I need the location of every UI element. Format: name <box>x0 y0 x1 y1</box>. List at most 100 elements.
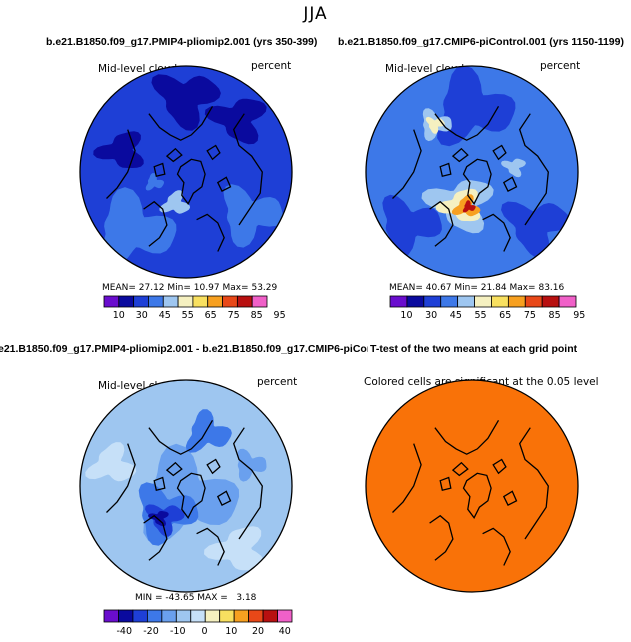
bottom-left-colorbar-tick-label: 0 <box>201 626 208 637</box>
bottom-left-colorbar-swatch-0 <box>103 609 119 623</box>
top-left-colorbar-tick-label: 55 <box>181 310 194 321</box>
top-left-units-label: percent <box>251 60 292 72</box>
bottom-right-field <box>366 380 578 592</box>
top-right-colorbar-swatch-0 <box>389 295 408 308</box>
top-left-colorbar-swatch-10 <box>251 295 268 308</box>
coastline-3 <box>196 213 225 252</box>
coastline-1 <box>148 419 214 455</box>
bottom-left-colorbar-tick-label: 10 <box>225 626 238 637</box>
top-right-cell-2 <box>501 201 571 258</box>
bottom-right-case-title: T-test of the two means at each grid poi… <box>368 343 578 355</box>
bottom-left-colorbar-swatch-4 <box>161 609 177 623</box>
stats-mean-label: MEAN= <box>389 283 423 293</box>
coastline-3 <box>482 213 511 252</box>
coastline-5 <box>106 129 136 199</box>
top-left-colorbar-swatch-6 <box>192 295 209 308</box>
bottom-left-colorbar-swatch-7 <box>204 609 221 623</box>
coastline-3 <box>482 527 511 566</box>
coastline-4 <box>518 427 549 540</box>
coastline-3 <box>196 527 225 566</box>
bottom-left-colorbar-tick-label: 40 <box>278 626 291 637</box>
top-right-colorbar-swatch-9 <box>541 295 560 308</box>
top-left-map <box>79 65 293 279</box>
top-left-colorbar-swatch-9 <box>236 295 253 308</box>
top-right-colorbar-tick-label: 30 <box>425 310 438 321</box>
top-left-colorbar-swatch-4 <box>162 295 179 308</box>
coastline-2 <box>143 514 168 561</box>
bottom-left-colorbar <box>103 609 293 623</box>
bottom-left-cell-4 <box>204 526 265 571</box>
bottom-left-colorbar-swatch-12 <box>277 609 293 623</box>
stats-min-value: 21.84 <box>480 283 507 293</box>
coastline-6 <box>492 144 507 161</box>
bottom-left-cell-5 <box>85 442 137 482</box>
top-left-colorbar-swatch-8 <box>222 295 238 308</box>
bottom-left-colorbar-swatch-2 <box>132 609 148 623</box>
coastline-4 <box>518 113 549 226</box>
top-left-colorbar <box>103 295 268 308</box>
top-right-colorbar-tick-label: 75 <box>523 310 536 321</box>
top-right-cell-1 <box>382 194 442 259</box>
top-left-colorbar-tick-label: 75 <box>227 310 240 321</box>
top-right-colorbar-swatch-6 <box>491 295 509 308</box>
top-left-case-title: b.e21.B1850.f09_g17.PMIP4-pliomip2.001 (… <box>46 36 318 48</box>
top-left-stats: MEAN= 27.12 Min= 10.97 Max= 53.29 <box>102 283 277 293</box>
top-right-colorbar-tick-label: 85 <box>548 310 561 321</box>
coastline-2 <box>143 200 168 247</box>
coastline-7 <box>165 461 183 477</box>
top-right-colorbar-swatch-1 <box>406 295 425 308</box>
coastline-8 <box>216 490 232 506</box>
coastline-8 <box>502 490 518 506</box>
bottom-right-map <box>365 379 579 593</box>
top-left-colorbar-swatch-2 <box>133 295 149 308</box>
stats-min-value: 10.97 <box>193 283 220 293</box>
bottom-left-map <box>79 379 293 593</box>
top-right-colorbar-tick-label: 95 <box>573 310 586 321</box>
bottom-left-cell-7 <box>237 448 267 482</box>
top-left-colorbar-swatch-5 <box>177 295 194 308</box>
coastline-4 <box>232 427 263 540</box>
top-left-colorbar-swatch-3 <box>148 295 164 308</box>
top-right-colorbar <box>389 295 577 308</box>
top-left-field <box>80 66 292 278</box>
bottom-left-colorbar-tick-label: -20 <box>143 626 159 637</box>
top-left-cell-3 <box>204 98 267 145</box>
top-right-colorbar-swatch-7 <box>507 295 526 308</box>
bottom-left-colorbar-swatch-10 <box>248 609 264 623</box>
top-right-colorbar-tick-label: 45 <box>449 310 462 321</box>
top-left-colorbar-tick-label: 85 <box>250 310 263 321</box>
bottom-left-field <box>80 380 292 592</box>
bottom-left-colorbar-swatch-5 <box>175 609 192 623</box>
top-right-colorbar-tick-label: 10 <box>400 310 413 321</box>
top-left-colorbar-swatch-0 <box>103 295 120 308</box>
bottom-left-colorbar-swatch-11 <box>262 609 278 623</box>
bottom-left-boundary <box>79 379 293 593</box>
top-left-cell-6 <box>145 173 165 191</box>
coastline-9 <box>439 162 452 177</box>
top-left-colorbar-tick-label: 95 <box>273 310 286 321</box>
stats-max-value: 83.16 <box>538 283 565 293</box>
bottom-left-colorbar-tick-label: -10 <box>169 626 186 637</box>
coastline-8 <box>216 176 232 192</box>
top-right-colorbar-swatch-3 <box>440 295 459 308</box>
coastline-6 <box>206 458 221 475</box>
top-right-field <box>366 66 578 278</box>
top-right-cell-6 <box>462 200 476 213</box>
coastline-9 <box>153 162 166 177</box>
top-left-colorbar-swatch-1 <box>118 295 135 308</box>
top-left-cell-0 <box>98 187 177 269</box>
coastline-5 <box>392 443 422 513</box>
coastline-1 <box>434 419 500 455</box>
coastline-9 <box>439 476 452 491</box>
top-right-colorbar-swatch-4 <box>457 295 475 308</box>
top-right-cell-0 <box>437 66 516 147</box>
bottom-left-colorbar-swatch-9 <box>233 609 250 623</box>
stats-max-label: Max= <box>509 283 536 293</box>
bottom-left-cell-2 <box>145 504 185 537</box>
bottom-left-colorbar-swatch-1 <box>118 609 134 623</box>
top-left-colorbar-tick-label: 65 <box>204 310 217 321</box>
coastline-2 <box>429 200 454 247</box>
bottom-left-colorbar-swatch-8 <box>219 609 235 623</box>
coastline-8 <box>502 176 518 192</box>
